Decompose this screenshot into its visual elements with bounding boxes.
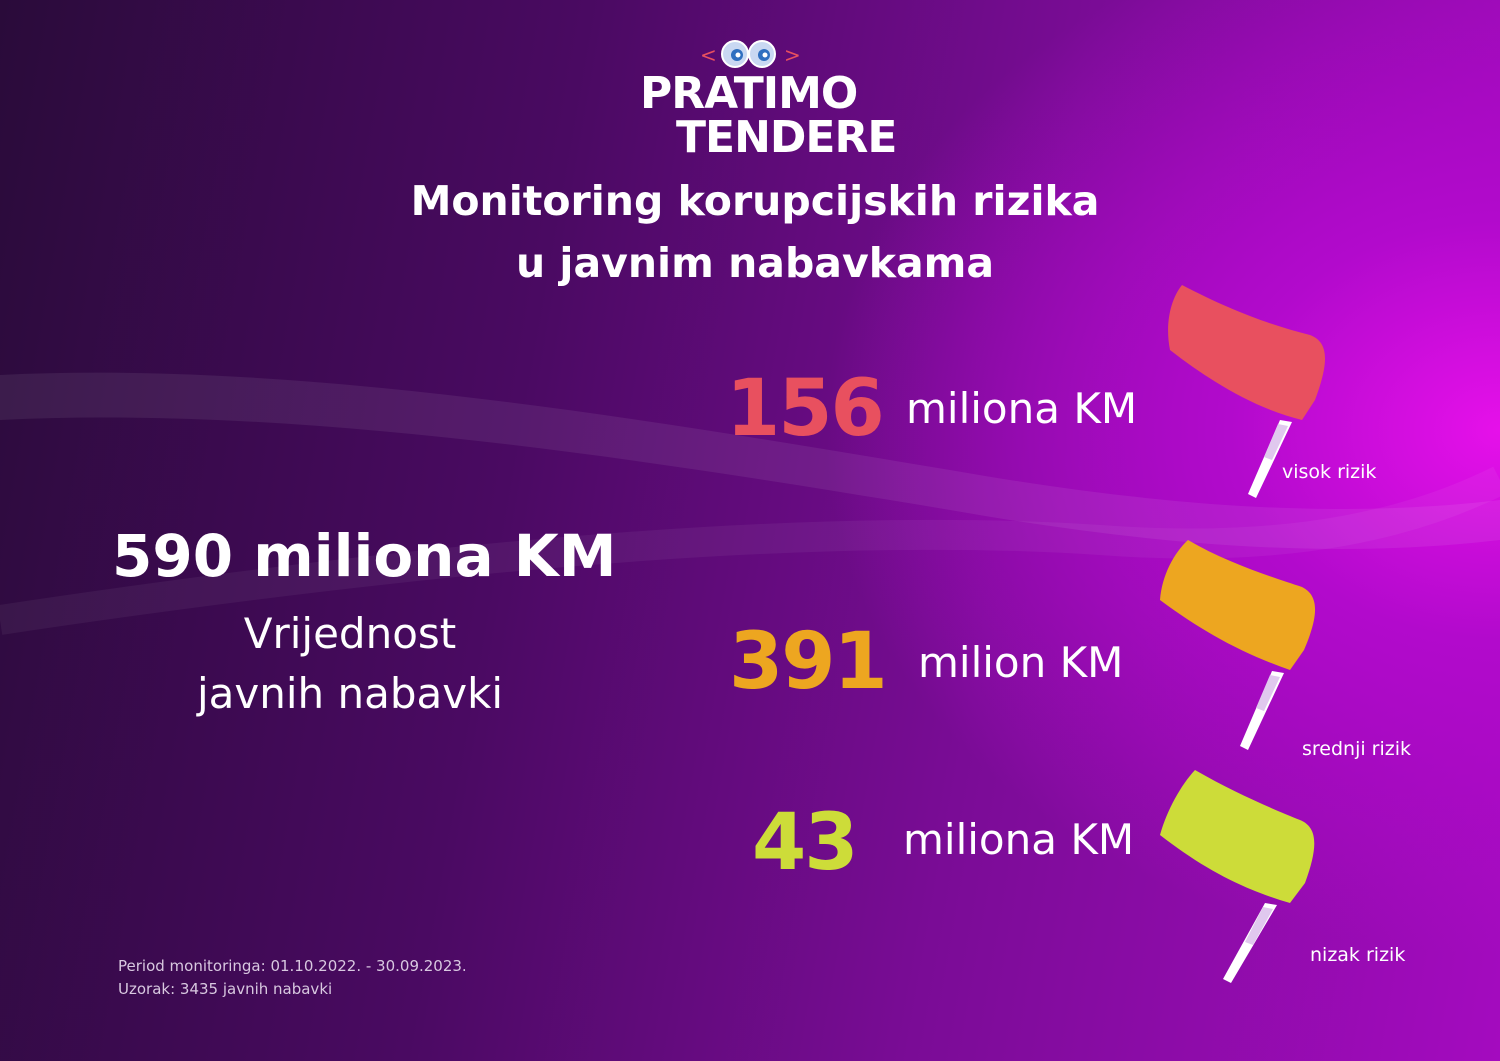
medium-risk-unit: milion KM xyxy=(918,638,1124,687)
logo-line-2: TENDERE xyxy=(676,112,897,163)
page-title: Monitoring korupcijskih rizika u javnim … xyxy=(350,170,1160,294)
title-line-2: u javnim nabavkama xyxy=(515,239,995,287)
total-value: 590 miliona KM xyxy=(112,522,617,590)
low-risk-unit: miliona KM xyxy=(903,815,1135,864)
logo: < > PRATIMO TENDERE xyxy=(640,38,900,163)
low-risk-label: nizak rizik xyxy=(1310,944,1406,966)
high-risk-value: 156 xyxy=(726,364,885,454)
total-label-line-2: javnih nabavki xyxy=(196,669,504,718)
low-risk-value: 43 xyxy=(752,798,859,888)
total-label: Vrijednost javnih nabavki xyxy=(150,604,550,724)
footer-note: Period monitoringa: 01.10.2022. - 30.09.… xyxy=(118,955,467,1001)
svg-text:>: > xyxy=(784,43,800,67)
medium-risk-value: 391 xyxy=(729,617,888,707)
medium-risk-label: srednji rizik xyxy=(1302,738,1412,760)
svg-text:<: < xyxy=(700,43,717,67)
monitoring-period: Period monitoringa: 01.10.2022. - 30.09.… xyxy=(118,957,467,975)
low-risk-flag-icon xyxy=(1160,770,1315,983)
eyes-icon: < > xyxy=(700,40,800,68)
title-line-1: Monitoring korupcijskih rizika xyxy=(410,177,1100,225)
high-risk-label: visok rizik xyxy=(1282,461,1377,483)
sample-size: Uzorak: 3435 javnih nabavki xyxy=(118,980,333,998)
high-risk-unit: miliona KM xyxy=(906,384,1138,433)
total-label-line-1: Vrijednost xyxy=(243,609,457,658)
medium-risk-flag-icon xyxy=(1160,540,1316,750)
logo-line-1: PRATIMO xyxy=(640,68,858,119)
high-risk-flag-icon xyxy=(1168,285,1326,498)
